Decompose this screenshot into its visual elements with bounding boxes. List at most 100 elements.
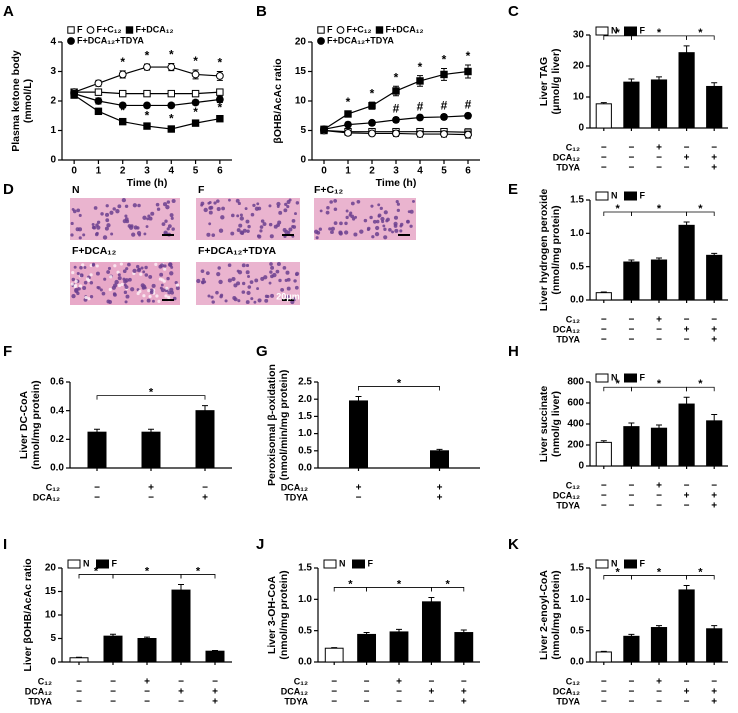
bar (595, 651, 612, 663)
y-tick-label: 0.4 (50, 405, 64, 416)
marker (94, 97, 103, 105)
annotation: * (193, 54, 198, 68)
bar (103, 635, 123, 663)
nucleus (246, 229, 250, 234)
nucleus (285, 294, 290, 299)
nucleus (76, 271, 80, 276)
histology-image (196, 198, 300, 240)
nucleus (273, 224, 278, 229)
annotation: * (394, 70, 399, 84)
nucleus (375, 219, 380, 224)
nucleus (105, 212, 110, 217)
bar (706, 85, 723, 129)
y-axis-label: (nmol/min/mg protein) (278, 370, 290, 481)
nucleus (216, 199, 220, 203)
panel-letter: I (3, 536, 7, 553)
nucleus (254, 278, 259, 283)
vacuole (109, 275, 113, 279)
nucleus (106, 299, 111, 304)
nucleus (83, 266, 87, 269)
significance-label: * (348, 578, 353, 590)
nucleus (326, 205, 330, 210)
nucleus (91, 225, 96, 230)
nucleus (93, 206, 98, 210)
marker (119, 117, 127, 126)
marker (167, 89, 175, 98)
legend-swatch (595, 373, 609, 383)
nucleus (156, 207, 161, 211)
nucleus (236, 228, 241, 233)
nucleus (105, 218, 110, 223)
nucleus (217, 266, 221, 270)
nucleus (136, 231, 142, 236)
legend-label: N (83, 558, 90, 568)
nucleus (278, 278, 282, 283)
bar (137, 638, 157, 663)
treatment-label: DCA₁₂ (281, 686, 308, 696)
bar (623, 635, 640, 663)
nucleus (100, 212, 104, 216)
legend-marker (67, 37, 75, 45)
annotation: * (370, 86, 375, 100)
marker (118, 70, 127, 79)
treatment-label: DCA₁₂ (553, 324, 580, 334)
nucleus (286, 205, 290, 209)
vacuole (148, 294, 152, 299)
nucleus (130, 224, 134, 228)
annotation: # (393, 102, 400, 116)
marker (440, 130, 448, 138)
legend-swatch (595, 559, 609, 569)
treatment-sign: − (144, 697, 150, 708)
x-tick-label: 0 (71, 166, 77, 177)
nucleus (268, 204, 272, 208)
treatment-sign: − (212, 677, 218, 688)
nucleus (383, 210, 388, 215)
treatment-label: TDYA (556, 500, 580, 510)
nucleus (117, 276, 122, 281)
vacuole (73, 284, 77, 289)
nucleus (147, 214, 151, 218)
y-tick-label: 1.5 (298, 411, 312, 422)
marker (143, 122, 151, 130)
treatment-sign: − (628, 315, 634, 326)
y-tick-label: 4 (50, 37, 56, 48)
nucleus (406, 219, 410, 224)
bar (650, 259, 668, 301)
nucleus (236, 281, 241, 286)
y-tick-label: 0 (50, 657, 56, 668)
marker (440, 70, 448, 79)
vacuole (78, 284, 83, 288)
nucleus (276, 205, 280, 208)
treatment-sign: + (684, 687, 690, 698)
error-bar (683, 585, 690, 590)
y-tick-label: 1.5 (570, 563, 584, 574)
treatment-sign: − (601, 143, 607, 154)
treatment-label: DCA₁₂ (553, 490, 580, 500)
marker (440, 113, 448, 121)
nucleus (371, 235, 375, 239)
treatment-sign: − (364, 697, 370, 708)
nucleus (284, 278, 288, 282)
significance-bracket (686, 575, 715, 580)
marker (368, 129, 376, 138)
nucleus (250, 212, 255, 217)
y-axis-label: Liver hydrogen peroxide (538, 189, 550, 312)
nucleus (231, 213, 235, 218)
marker (119, 89, 127, 98)
treatment-sign: + (711, 335, 717, 346)
treatment-sign: − (601, 687, 607, 698)
annotation: * (218, 56, 223, 70)
treatment-sign: − (628, 335, 634, 346)
nucleus (386, 217, 390, 222)
y-axis-label: (nmol/mg protein) (550, 570, 562, 659)
nucleus (356, 199, 361, 204)
legend-label: N (611, 372, 618, 382)
bar (69, 657, 89, 663)
panel-letter: D (3, 181, 14, 198)
nucleus (166, 276, 170, 281)
nucleus (168, 262, 173, 267)
legend-swatch (624, 559, 637, 569)
nucleus (369, 215, 373, 220)
nucleus (396, 202, 400, 206)
error-bar (683, 396, 690, 405)
